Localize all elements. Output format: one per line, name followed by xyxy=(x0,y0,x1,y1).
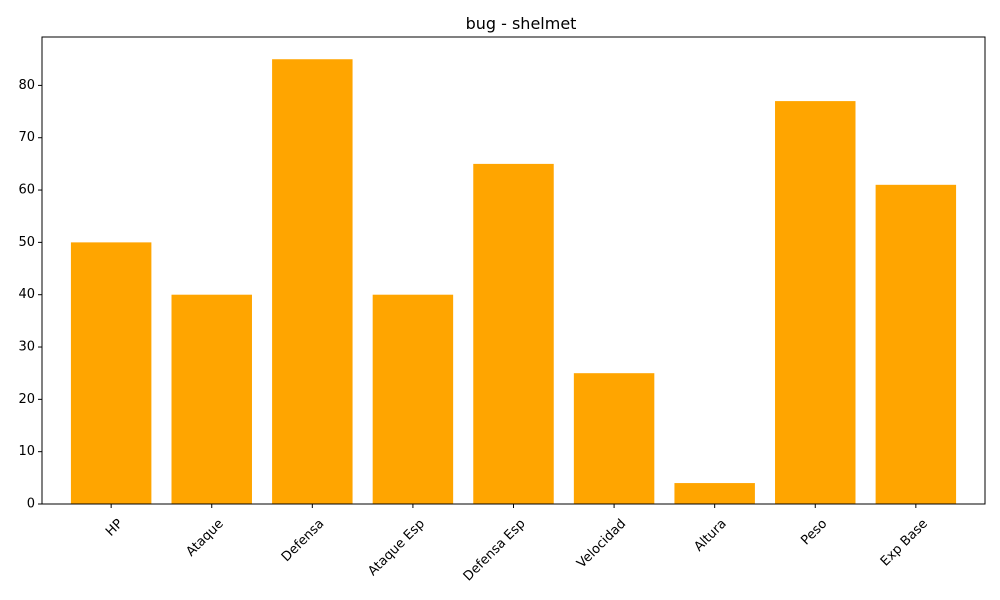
x-tick-label: Altura xyxy=(691,516,729,554)
bar-defensa xyxy=(272,59,353,504)
y-tick-label: 80 xyxy=(18,78,35,93)
x-axis: HP Ataque Defensa Ataque Esp Defensa Esp Velo… xyxy=(103,504,931,584)
y-tick-label: 30 xyxy=(18,340,35,355)
y-tick-label: 60 xyxy=(18,183,35,198)
bar-peso xyxy=(775,101,856,505)
x-tick-label: HP xyxy=(103,516,126,539)
y-tick-label: 70 xyxy=(18,130,35,145)
x-tick-label: Defensa xyxy=(279,516,327,564)
y-tick-label: 50 xyxy=(18,235,35,250)
y-tick-label: 0 xyxy=(27,497,35,512)
bar-altura xyxy=(674,483,755,504)
x-tick-label: Ataque xyxy=(184,516,227,559)
y-tick-label: 20 xyxy=(18,392,35,407)
x-tick-label: Peso xyxy=(798,516,830,548)
x-tick-label: Ataque Esp xyxy=(365,516,428,579)
bar-exp-base xyxy=(875,184,957,504)
bars-group xyxy=(70,59,957,505)
x-tick-label: Exp Base xyxy=(878,516,931,569)
x-tick-label: Velocidad xyxy=(574,516,629,571)
plot-frame xyxy=(41,36,986,505)
chart-title: bug - shelmet xyxy=(466,14,577,33)
y-axis: 0 10 20 30 40 50 60 70 80 xyxy=(18,78,42,512)
bar-hp xyxy=(70,242,152,504)
bar-ataque xyxy=(171,294,252,504)
bar-velocidad xyxy=(573,373,655,504)
y-tick-label: 40 xyxy=(18,287,35,302)
x-tick-label: Defensa Esp xyxy=(461,516,529,584)
bar-defensa-esp xyxy=(473,163,554,505)
y-tick-label: 10 xyxy=(18,444,35,459)
bar-ataque-esp xyxy=(372,294,454,504)
